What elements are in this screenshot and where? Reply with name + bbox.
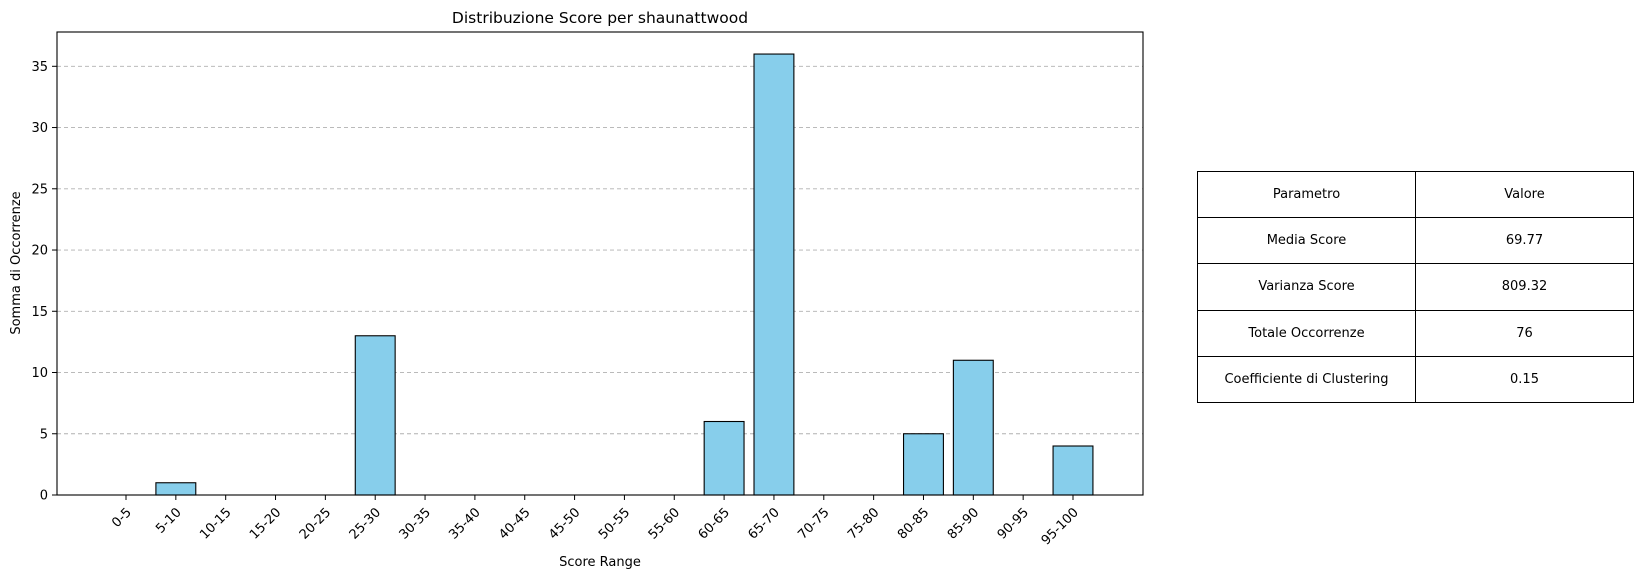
x-tick-label: 20-25: [297, 505, 334, 542]
table-cell-parameter: Media Score: [1197, 217, 1416, 265]
x-tick-label: 65-70: [745, 505, 782, 542]
x-tick-label: 55-60: [646, 505, 683, 542]
table-cell-parameter: Varianza Score: [1197, 263, 1416, 311]
x-axis: 0-5 5-10 10-15 15-20 20-25 25-30 30-35 35-40 40-…: [109, 495, 1082, 548]
table-cell-value: 809.32: [1415, 263, 1634, 311]
table-header-row: Parametro Valore: [1197, 170, 1634, 219]
table-row: Varianza Score 809.32: [1197, 263, 1634, 311]
x-tick-label: 85-90: [945, 505, 982, 542]
y-tick-label: 35: [31, 60, 48, 75]
x-tick-label: 75-80: [845, 505, 882, 542]
table-row: Media Score 69.77: [1197, 217, 1634, 265]
x-tick-label: 35-40: [446, 505, 483, 542]
x-tick-label: 25-30: [347, 505, 384, 542]
y-tick-label: 20: [31, 244, 48, 259]
stats-table: Parametro Valore Media Score 69.77 Varia…: [1197, 170, 1634, 404]
x-tick-label: 0-5: [109, 505, 135, 531]
x-tick-label: 80-85: [895, 505, 932, 542]
axes-frame: [56, 31, 1144, 496]
table-cell-parameter: Totale Occorrenze: [1197, 309, 1416, 357]
chart-title: Distribuzione Score per shaunattwood: [452, 9, 748, 27]
table-row: Totale Occorrenze 76: [1197, 309, 1634, 357]
y-axis: 0 5 10 15 20 25 30 35: [31, 60, 57, 504]
table-row: Coefficiente di Clustering 0.15: [1197, 355, 1634, 404]
x-tick-label: 5-10: [153, 505, 184, 536]
y-tick-label: 25: [31, 182, 48, 197]
y-tick-label: 30: [31, 121, 48, 136]
x-tick-label: 40-45: [496, 505, 533, 542]
bar-5-10: [155, 482, 197, 496]
table-cell-value: 69.77: [1415, 217, 1634, 265]
table-cell-value: 76: [1415, 309, 1634, 357]
bar-80-85: [902, 433, 944, 496]
y-tick-label: 15: [31, 305, 48, 320]
table-header-cell: Valore: [1415, 170, 1634, 219]
x-tick-label: 60-65: [696, 505, 733, 542]
bars: [155, 53, 1094, 496]
bar-65-70: [753, 53, 795, 496]
x-tick-label: 70-75: [795, 505, 832, 542]
bar-85-90: [952, 359, 994, 496]
x-axis-label: Score Range: [559, 555, 641, 570]
x-tick-label: 45-50: [546, 505, 583, 542]
bar-25-30: [354, 335, 396, 496]
x-tick-label: 15-20: [247, 505, 284, 542]
table-cell-parameter: Coefficiente di Clustering: [1197, 355, 1416, 404]
bar-95-100: [1052, 445, 1094, 496]
y-axis-label: Somma di Occorrenze: [9, 191, 24, 334]
y-tick-label: 5: [40, 427, 48, 442]
x-tick-label: 50-55: [596, 505, 633, 542]
x-tick-label: 95-100: [1039, 505, 1082, 548]
x-tick-label: 10-15: [197, 505, 234, 542]
x-tick-label: 90-95: [995, 505, 1032, 542]
x-tick-label: 30-35: [397, 505, 434, 542]
y-tick-label: 10: [31, 366, 48, 381]
y-tick-label: 0: [40, 489, 48, 504]
table-cell-value: 0.15: [1415, 355, 1634, 404]
table-header-cell: Parametro: [1197, 170, 1416, 219]
bar-60-65: [703, 420, 745, 496]
